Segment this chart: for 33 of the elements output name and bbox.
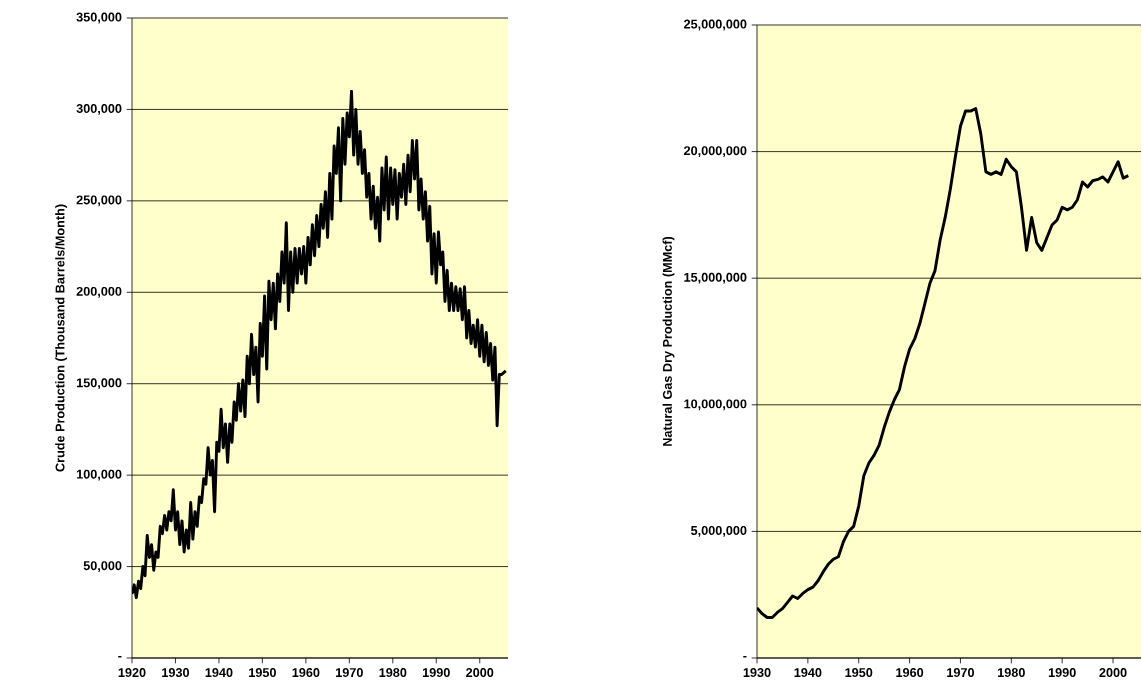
x-tick-label: 1990 xyxy=(422,668,450,678)
y-tick-label: 150,000 xyxy=(76,378,122,390)
x-tick-label: 1940 xyxy=(205,668,233,678)
x-tick-label: 1920 xyxy=(118,668,146,678)
x-tick-label: 1950 xyxy=(249,668,276,678)
y-tick-label: 300,000 xyxy=(76,104,122,115)
x-tick-label: 1970 xyxy=(947,668,975,678)
y-tick-label: 15,000,000 xyxy=(684,272,747,284)
y-tick-label: - xyxy=(743,655,747,658)
x-tick-label: 2000 xyxy=(466,668,494,678)
x-tick-label: 1980 xyxy=(998,668,1025,678)
x-tick-label: 1950 xyxy=(845,668,873,678)
x-tick-label: 1930 xyxy=(162,668,190,678)
x-tick-label: 2000 xyxy=(1099,668,1127,678)
x-tick-label: 1940 xyxy=(794,668,822,678)
y-tick-label: 20,000,000 xyxy=(684,146,747,157)
y-tick-label: 350,000 xyxy=(76,12,122,24)
y-tick-label: 250,000 xyxy=(76,195,122,207)
y-tick-label: 100,000 xyxy=(76,469,122,481)
y-tick-label: 200,000 xyxy=(76,286,122,298)
y-tick-label: 50,000 xyxy=(83,561,122,572)
x-tick-label: 1960 xyxy=(292,668,320,678)
x-tick-label: 1930 xyxy=(743,668,771,678)
y-tick-label: - xyxy=(118,655,122,658)
x-tick-label: 1960 xyxy=(896,668,924,678)
x-tick-label: 1980 xyxy=(379,668,407,678)
y-axis-title: Crude Production (Thousand Barrels/Month) xyxy=(55,204,68,472)
y-axis-title: Natural Gas Dry Production (MMcf) xyxy=(662,236,675,446)
x-tick-label: 1990 xyxy=(1048,668,1076,678)
y-tick-label: 10,000,000 xyxy=(684,399,747,411)
y-tick-label: 25,000,000 xyxy=(684,19,747,31)
y-tick-label: 5,000,000 xyxy=(691,526,747,537)
x-tick-label: 1970 xyxy=(336,668,363,678)
